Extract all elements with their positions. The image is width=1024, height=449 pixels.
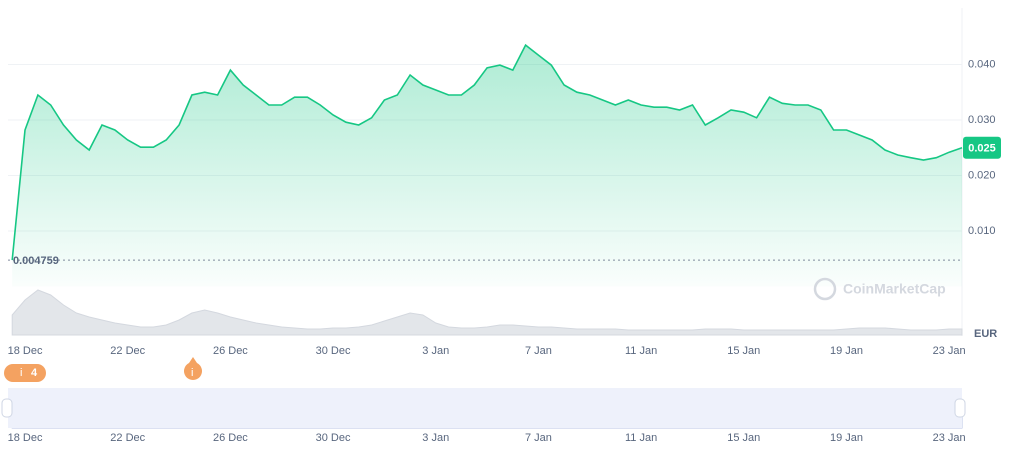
navigator-handle[interactable] (954, 398, 966, 418)
y-tick-label: 0.040 (968, 58, 996, 70)
y-tick-label: 0.030 (968, 114, 996, 126)
pin-shape[interactable] (184, 357, 203, 381)
x-tick-label: 7 Jan (525, 345, 552, 357)
price-area (12, 45, 962, 287)
price-badge-label: 0.025 (968, 143, 996, 155)
event-pin[interactable]: i 4 (4, 364, 46, 382)
event-pin[interactable]: i (184, 357, 203, 381)
navigator-label: 11 Jan (625, 432, 657, 444)
navigator-label: 30 Dec (316, 432, 351, 444)
navigator-label: 3 Jan (422, 432, 449, 444)
navigator (8, 388, 962, 428)
event-count: 4 (31, 367, 38, 379)
navigator-label: 7 Jan (525, 432, 552, 444)
navigator-label: 23 Jan (933, 432, 966, 444)
x-tick-label: 22 Dec (110, 345, 145, 357)
watermark: CoinMarketCap (813, 277, 946, 301)
y-tick-label: 0.010 (968, 225, 996, 237)
price-badge (963, 136, 1001, 159)
navigator-label: 22 Dec (110, 432, 145, 444)
navigator-label: 26 Dec (213, 432, 248, 444)
volume-area (11, 289, 963, 336)
pin-icon: i (20, 367, 22, 379)
navigator-label: 15 Jan (727, 432, 760, 444)
logo (813, 277, 837, 301)
y-tick-label: 0.020 (968, 169, 996, 181)
x-tick-label: 11 Jan (625, 345, 657, 357)
x-tick-label: 23 Jan (933, 345, 966, 357)
x-tick-label: 18 Dec (8, 345, 43, 357)
navigator-label: 18 Dec (8, 432, 43, 444)
x-tick-label: 3 Jan (422, 345, 449, 357)
x-tick-label: 30 Dec (316, 345, 351, 357)
x-tick-label: 15 Jan (727, 345, 760, 357)
navigator-label: 19 Jan (830, 432, 863, 444)
pin-shape[interactable] (4, 364, 46, 382)
watermark-text: CoinMarketCap (843, 281, 946, 297)
price-line (11, 43, 963, 261)
x-tick-label: 26 Dec (213, 345, 248, 357)
low-label: 0.004759 (13, 255, 59, 267)
x-tick-label: 19 Jan (830, 345, 863, 357)
navigator-handle[interactable] (1, 398, 13, 418)
pin-icon: i (191, 367, 193, 379)
currency-label: EUR (974, 328, 997, 340)
